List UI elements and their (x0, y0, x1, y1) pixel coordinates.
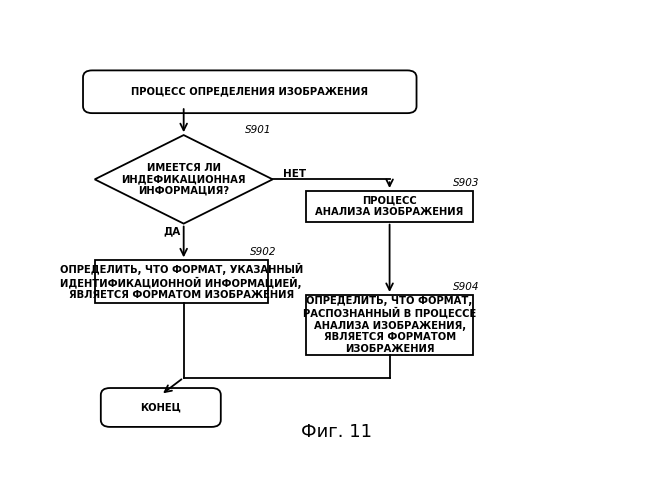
Text: ПРОЦЕСС ОПРЕДЕЛЕНИЯ ИЗОБРАЖЕНИЯ: ПРОЦЕСС ОПРЕДЕЛЕНИЯ ИЗОБРАЖЕНИЯ (131, 87, 368, 97)
Text: Фиг. 11: Фиг. 11 (300, 423, 372, 441)
FancyBboxPatch shape (101, 388, 221, 427)
Text: ПРОЦЕСС
АНАЛИЗА ИЗОБРАЖЕНИЯ: ПРОЦЕСС АНАЛИЗА ИЗОБРАЖЕНИЯ (316, 196, 464, 217)
Polygon shape (94, 135, 273, 224)
Text: ДА: ДА (163, 226, 180, 236)
Text: ОПРЕДЕЛИТЬ, ЧТО ФОРМАТ,
РАСПОЗНАННЫЙ В ПРОЦЕССЕ
АНАЛИЗА ИЗОБРАЖЕНИЯ,
ЯВЛЯЕТСЯ ФО: ОПРЕДЕЛИТЬ, ЧТО ФОРМАТ, РАСПОЗНАННЫЙ В П… (303, 296, 476, 354)
FancyBboxPatch shape (83, 70, 417, 113)
Text: КОНЕЦ: КОНЕЦ (140, 402, 181, 412)
Text: ОПРЕДЕЛИТЬ, ЧТО ФОРМАТ, УКАЗАННЫЙ
ИДЕНТИФИКАЦИОННОЙ ИНФОРМАЦИЕЙ,
ЯВЛЯЕТСЯ ФОРМАТ: ОПРЕДЕЛИТЬ, ЧТО ФОРМАТ, УКАЗАННЫЙ ИДЕНТИ… (60, 262, 303, 300)
Bar (306, 295, 474, 354)
Bar (306, 191, 474, 222)
Text: НЕТ: НЕТ (283, 168, 306, 178)
Text: S902: S902 (250, 247, 276, 257)
Text: ИМЕЕТСЯ ЛИ
ИНДЕФИКАЦИОННАЯ
ИНФОРМАЦИЯ?: ИМЕЕТСЯ ЛИ ИНДЕФИКАЦИОННАЯ ИНФОРМАЦИЯ? (121, 163, 246, 196)
Bar (94, 260, 268, 302)
Text: S904: S904 (453, 282, 480, 292)
Text: S901: S901 (245, 125, 271, 135)
Text: S903: S903 (453, 178, 480, 188)
